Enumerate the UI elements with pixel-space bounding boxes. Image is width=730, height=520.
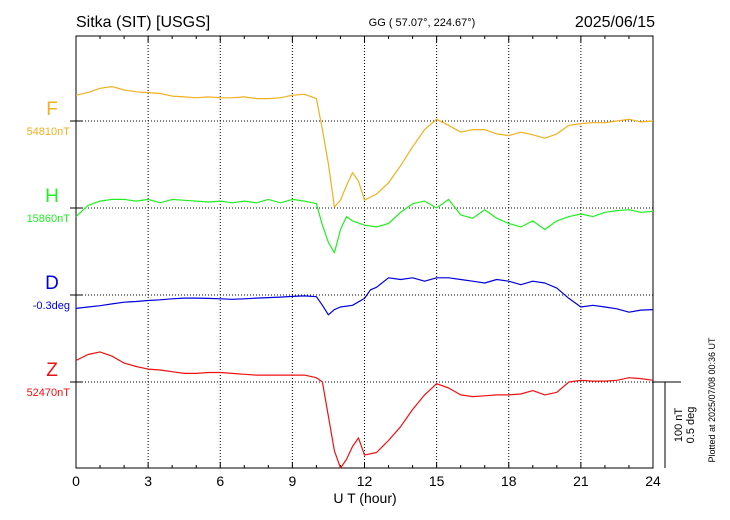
scale-bar-nt-label: 100 nT (673, 408, 685, 443)
coordinates-label: GG ( 57.07°, 224.67°) (369, 17, 476, 29)
series-baseline-label-D: -0.3deg (33, 300, 70, 312)
plotted-timestamp: Plotted at 2025/07/08 00:36 UT (707, 337, 717, 463)
series-line-Z (75, 351, 654, 469)
x-tick-label: 12 (357, 473, 373, 489)
x-ticks: 0 3 6 9 12 15 18 21 24 (72, 36, 661, 489)
series-labels: F 54810nT H 15860nT D -0.3deg Z 52470nT (27, 99, 71, 399)
series-baseline-label-F: 54810nT (27, 126, 71, 138)
x-tick-label: 18 (501, 473, 517, 489)
x-tick-label: 24 (645, 473, 661, 489)
x-tick-label: 6 (216, 473, 224, 489)
x-tick-label: 3 (144, 473, 152, 489)
x-tick-label: 21 (573, 473, 589, 489)
x-tick-label: 15 (429, 473, 445, 489)
grid (70, 36, 653, 468)
station-title: Sitka (SIT) [USGS] (76, 14, 210, 31)
series-name-H: H (45, 186, 59, 207)
series-baseline-label-H: 15860nT (27, 213, 71, 225)
series-line-F (75, 85, 654, 208)
x-axis-title: U T (hour) (333, 490, 396, 506)
series-line-D (75, 277, 654, 316)
scale-bar-deg-label: 0.5 deg (685, 407, 697, 444)
series-name-Z: Z (46, 360, 58, 381)
date-label: 2025/06/15 (575, 14, 655, 31)
series-line-H (75, 198, 654, 254)
series-layer (75, 85, 654, 469)
series-baseline-label-Z: 52470nT (27, 387, 71, 399)
series-name-F: F (46, 99, 58, 120)
series-name-D: D (45, 273, 59, 294)
x-tick-label: 9 (288, 473, 296, 489)
x-tick-label: 0 (72, 473, 80, 489)
